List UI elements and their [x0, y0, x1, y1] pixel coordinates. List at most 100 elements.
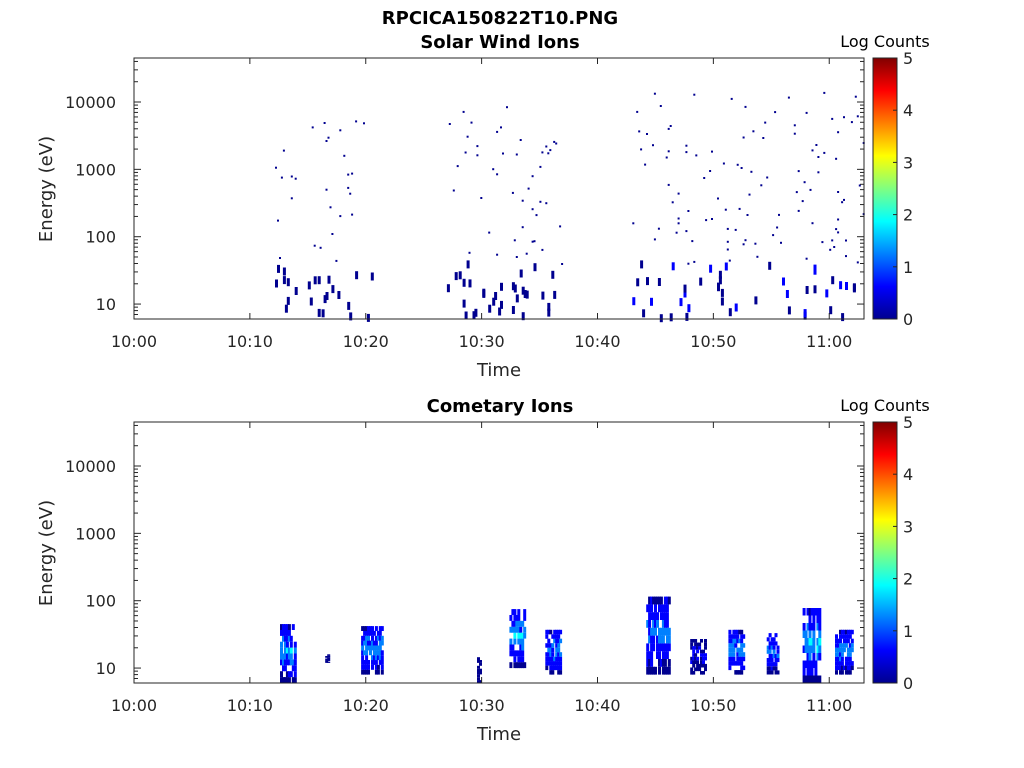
heatmap-cell	[702, 649, 705, 654]
heatmap-cell	[837, 643, 840, 648]
axes-frame	[133, 57, 865, 320]
x-tick-label: 10:10	[227, 332, 273, 351]
heatmap-cell	[559, 670, 563, 675]
x-tick-label: 10:00	[111, 332, 157, 351]
heatmap-cell	[736, 163, 739, 166]
heatmap-cell	[349, 192, 352, 195]
heatmap-cell	[372, 650, 376, 656]
heatmap-cell	[531, 175, 534, 178]
heatmap-cell	[283, 641, 287, 648]
heatmap-cell	[285, 624, 289, 630]
heatmap-cell	[363, 669, 367, 675]
heatmap-cell	[365, 650, 369, 656]
y-tick-label: 1000	[75, 160, 116, 179]
heatmap-cell	[772, 645, 776, 650]
heatmap-cell	[509, 615, 513, 621]
heatmap-cell	[732, 643, 736, 648]
heatmap-cell	[517, 638, 521, 645]
heatmap-cell	[283, 647, 287, 654]
heatmap-cell	[730, 643, 734, 648]
heatmap-cell	[768, 261, 772, 270]
heatmap-cell	[285, 653, 289, 660]
heatmap-cell	[734, 303, 738, 312]
heatmap-cell	[559, 652, 563, 657]
heatmap-cell	[545, 643, 549, 648]
heatmap-cell	[658, 635, 661, 644]
heatmap-cell	[837, 218, 840, 221]
heatmap-cell	[378, 650, 382, 656]
heatmap-cell	[808, 645, 812, 653]
heatmap-cell	[313, 244, 316, 247]
heatmap-cell	[808, 660, 812, 668]
heatmap-cell	[835, 157, 838, 160]
heatmap-cell	[690, 646, 694, 650]
heatmap-cell	[650, 643, 654, 652]
heatmap-cell	[285, 677, 289, 683]
heatmap-cell	[545, 634, 549, 639]
heatmap-cell	[722, 162, 725, 165]
heatmap-cell	[283, 677, 287, 683]
heatmap-cell	[517, 650, 521, 657]
heatmap-cell	[816, 653, 820, 661]
heatmap-cell	[813, 264, 817, 273]
heatmap-cell	[776, 645, 780, 650]
heatmap-cell	[650, 627, 654, 636]
heatmap-cell	[369, 650, 372, 656]
heatmap-cell	[845, 255, 847, 258]
heatmap-cell	[839, 661, 842, 666]
heatmap-cell	[754, 296, 758, 305]
heatmap-cell	[768, 662, 772, 667]
heatmap-cell	[378, 660, 382, 665]
heatmap-cell	[802, 623, 806, 631]
heatmap-cell	[806, 675, 810, 683]
y-tick-label: 10	[96, 295, 116, 314]
heatmap-cell	[696, 646, 700, 650]
heatmap-cell	[802, 645, 806, 653]
heatmap-cell	[835, 665, 838, 671]
heatmap-cell	[665, 643, 669, 652]
heatmap-cell	[704, 653, 707, 657]
heatmap-cell	[646, 666, 650, 675]
heatmap-cell	[280, 671, 283, 678]
heatmap-cell	[323, 295, 327, 304]
heatmap-cell	[846, 661, 850, 666]
heatmap-cell	[551, 647, 555, 653]
heatmap-cell	[646, 620, 650, 628]
heatmap-cell	[772, 641, 776, 646]
heatmap-cell	[648, 612, 652, 620]
heatmap-cell	[802, 608, 806, 616]
heatmap-cell	[355, 120, 358, 123]
heatmap-cell	[698, 642, 702, 647]
heatmap-cell	[766, 637, 770, 642]
heatmap-cell	[557, 634, 561, 639]
heatmap-cell	[361, 645, 365, 651]
heatmap-cell	[696, 660, 700, 664]
heatmap-cell	[351, 213, 354, 216]
heatmap-cell	[694, 639, 698, 643]
heatmap-cell	[650, 604, 654, 613]
colorbar-tick-label: 0	[903, 310, 913, 329]
heatmap-cell	[812, 653, 816, 661]
heatmap-cell	[372, 645, 376, 651]
colorbar-tick-label: 4	[903, 101, 913, 120]
heatmap-cell	[317, 308, 321, 317]
heatmap-cell	[750, 170, 753, 173]
heatmap-cell	[839, 643, 842, 648]
heatmap-cell	[656, 620, 659, 628]
heatmap-cell	[700, 639, 703, 643]
heatmap-cell	[768, 645, 772, 650]
heatmap-cell	[646, 651, 650, 659]
heatmap-cell	[812, 623, 816, 631]
heatmap-cell	[456, 165, 459, 168]
heatmap-cell	[477, 660, 480, 663]
heatmap-cell	[802, 675, 806, 683]
heatmap-cell	[519, 626, 523, 633]
heatmap-cell	[738, 647, 742, 653]
heatmap-cell	[840, 634, 844, 639]
heatmap-cell	[559, 665, 563, 671]
heatmap-cell	[519, 638, 523, 645]
heatmap-cell	[692, 656, 696, 661]
heatmap-cell	[720, 297, 724, 306]
heatmap-cell	[319, 246, 322, 249]
heatmap-cell	[474, 308, 478, 317]
